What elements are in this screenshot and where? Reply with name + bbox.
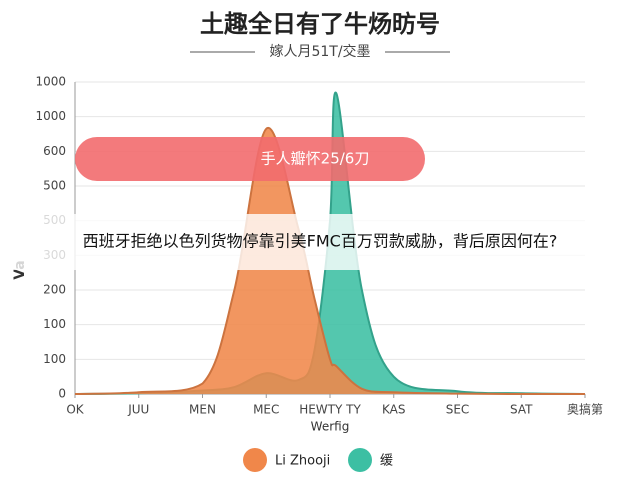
x-tick-label: KAS [382, 403, 405, 417]
annotation-banner [75, 137, 425, 181]
legend-swatch [348, 448, 372, 472]
y-tick-label: 100 [43, 317, 66, 331]
chart-title: 土趣全日有了牛炀昉号 [200, 10, 440, 38]
y-tick-label: 1000 [35, 109, 66, 123]
x-tick-label: SAT [510, 403, 533, 417]
y-tick-label: 200 [43, 283, 66, 297]
x-tick-label: MEC [253, 403, 279, 417]
x-tick-label: 奥搞第 [567, 402, 603, 417]
x-tick-label: SEC [446, 403, 470, 417]
overlay-caption: 西班牙拒绝以色列货物停靠引美FMC百万罚款威胁，背后原因何在? [83, 232, 558, 251]
y-tick-label: 500 [43, 179, 66, 193]
x-tick-label: OK [66, 403, 84, 417]
y-tick-label: 0 [58, 387, 66, 401]
overlay-strip [0, 214, 640, 270]
line [74, 127, 585, 395]
y-tick-label: 1000 [35, 75, 66, 89]
chart-subtitle: 嫁人月51T/交墨 [269, 43, 370, 60]
x-tick-label: MEN [189, 403, 216, 417]
x-axis-label: Werfig [311, 420, 350, 434]
x-tick-label: JUU [127, 403, 149, 417]
legend-swatch [243, 448, 267, 472]
annotation: 手人瓣怀25/6刀 [261, 150, 370, 168]
y-tick-label: 100 [43, 352, 66, 366]
y-tick-label: 600 [43, 144, 66, 158]
legend-label: Li Zhooji [275, 454, 330, 469]
legend-label: 缓 [380, 454, 393, 469]
x-tick-label: HEWTY TY [299, 403, 361, 417]
